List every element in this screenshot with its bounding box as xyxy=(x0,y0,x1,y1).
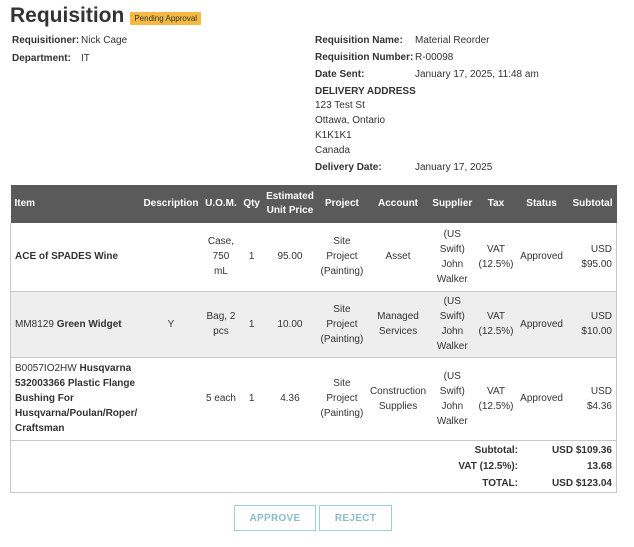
project-cell: Site Project (Painting) xyxy=(316,223,367,292)
item-name: Husqvarna 532003366 Plastic Flange Bushi… xyxy=(15,363,138,434)
requisition-name-value: Material Reorder xyxy=(415,35,490,46)
column-header-item: Item xyxy=(10,185,141,223)
subtotal-cell: USD $4.36 xyxy=(566,357,617,441)
vat-row: VAT (12.5%): 13.68 xyxy=(11,459,616,474)
address-line: Canada xyxy=(315,145,351,156)
status-cell: Approved xyxy=(516,357,567,441)
tax-cell: VAT (12.5%) xyxy=(475,291,517,358)
uom-cell: Bag, 2 pcs xyxy=(201,291,241,358)
supplier-cell: (US Swift) John Walker xyxy=(429,223,476,292)
requisition-number-label: Requisition Number: xyxy=(315,52,414,63)
uom-cell: 5 each xyxy=(201,357,241,441)
vat-label: VAT (12.5%): xyxy=(458,461,518,472)
description-cell xyxy=(140,357,202,441)
column-header-supplier: Supplier xyxy=(429,185,476,223)
column-header-status: Status xyxy=(516,185,567,223)
department-label: Department: xyxy=(12,53,71,64)
item-name: ACE of SPADES Wine xyxy=(15,251,119,263)
table-row: B0057IO2HW Husqvarna 532003366 Plastic F… xyxy=(10,357,617,441)
requisition-info-left: Requisitioner: Nick Cage Department: IT xyxy=(12,35,127,71)
status-cell: Approved xyxy=(516,223,567,292)
column-header-subtotal: Subtotal xyxy=(566,185,617,223)
date-sent-value: January 17, 2025, 11:48 am xyxy=(415,69,539,80)
subtotal-cell: USD $95.00 xyxy=(566,223,617,292)
unit-price-cell: 10.00 xyxy=(263,291,317,358)
table-row: MM8129 Green Widget Y Bag, 2 pcs 1 10.00… xyxy=(10,291,617,358)
delivery-date-row: Delivery Date: January 17, 2025 xyxy=(315,162,539,179)
item-cell: ACE of SPADES Wine xyxy=(10,223,141,292)
subtotal-cell: USD $10.00 xyxy=(566,291,617,358)
unit-price-header-line: Unit Price xyxy=(266,205,314,216)
requisitioner-row: Requisitioner: Nick Cage xyxy=(12,35,127,53)
unit-price-header-line: Estimated xyxy=(266,191,314,202)
subtotal-row: Subtotal: USD $109.36 xyxy=(11,443,616,458)
account-cell: Managed Services xyxy=(366,291,430,358)
subtotal-value: USD $109.36 xyxy=(551,445,612,456)
requisition-info-right: Requisition Name: Material Reorder Requis… xyxy=(315,35,539,179)
qty-cell: 1 xyxy=(240,291,264,358)
line-items-table: Item Description U.O.M. Qty Estimated Uni… xyxy=(10,185,617,441)
supplier-cell: (US Swift) John Walker xyxy=(429,357,476,441)
date-sent-row: Date Sent: January 17, 2025, 11:48 am xyxy=(315,69,539,86)
column-header-description: Description xyxy=(140,185,202,223)
delivery-address-title: DELIVERY ADDRESS xyxy=(315,86,416,97)
project-cell: Site Project (Painting) xyxy=(316,291,367,358)
subtotal-label: Subtotal: xyxy=(474,445,518,456)
qty-cell: 1 xyxy=(240,223,264,292)
reject-button[interactable]: REJECT xyxy=(319,505,392,531)
table-row: ACE of SPADES Wine Case, 750 mL 1 95.00 … xyxy=(10,223,617,292)
unit-price-cell: 4.36 xyxy=(263,357,317,441)
item-name: Green Widget xyxy=(56,318,122,330)
project-cell: Site Project (Painting) xyxy=(316,357,367,441)
tax-cell: VAT (12.5%) xyxy=(475,357,517,441)
requisition-number-row: Requisition Number: R-00098 xyxy=(315,52,539,69)
column-header-uom: U.O.M. xyxy=(201,185,241,223)
status-badge: Pending Approval xyxy=(130,12,202,25)
address-line: Ottawa, Ontario xyxy=(315,115,386,126)
total-label: TOTAL: xyxy=(482,478,518,489)
approve-button[interactable]: APPROVE xyxy=(234,505,316,531)
column-header-account: Account xyxy=(366,185,430,223)
qty-cell: 1 xyxy=(240,357,264,441)
description-cell: Y xyxy=(140,291,202,358)
item-code: B0057IO2HW xyxy=(15,363,77,374)
date-sent-label: Date Sent: xyxy=(315,69,365,80)
total-row: TOTAL: USD $123.04 xyxy=(11,476,616,491)
column-header-tax: Tax xyxy=(475,185,517,223)
department-row: Department: IT xyxy=(12,53,127,71)
column-header-project: Project xyxy=(316,185,367,223)
page-title: Requisition xyxy=(10,4,125,27)
tax-cell: VAT (12.5%) xyxy=(475,223,517,292)
unit-price-cell: 95.00 xyxy=(263,223,317,292)
account-cell: Construction Supplies xyxy=(366,357,430,441)
column-header-unit-price: Estimated Unit Price xyxy=(263,185,317,223)
vat-value: 13.68 xyxy=(586,461,612,472)
requisitioner-label: Requisitioner: xyxy=(12,35,80,46)
item-cell: MM8129 Green Widget xyxy=(10,291,141,358)
requisition-number-value: R-00098 xyxy=(415,52,454,63)
delivery-date-value: January 17, 2025 xyxy=(415,162,493,173)
uom-cell: Case, 750 mL xyxy=(201,223,241,292)
requisitioner-value: Nick Cage xyxy=(81,35,128,46)
department-value: IT xyxy=(81,53,90,64)
address-line: 123 Test St xyxy=(315,100,365,111)
totals-box: Subtotal: USD $109.36 VAT (12.5%): 13.68… xyxy=(10,441,617,493)
item-code: MM8129 xyxy=(15,318,54,330)
page-header: Requisition Pending Approval xyxy=(10,4,202,28)
item-cell: B0057IO2HW Husqvarna 532003366 Plastic F… xyxy=(10,357,141,441)
requisition-name-row: Requisition Name: Material Reorder xyxy=(315,35,539,52)
address-line: K1K1K1 xyxy=(315,130,352,141)
table-header-row: Item Description U.O.M. Qty Estimated Uni… xyxy=(10,185,617,223)
account-cell: Asset xyxy=(366,223,430,292)
delivery-date-label: Delivery Date: xyxy=(315,162,382,173)
total-value: USD $123.04 xyxy=(551,478,612,489)
supplier-cell: (US Swift) John Walker xyxy=(429,291,476,358)
status-cell: Approved xyxy=(516,291,567,358)
requisition-name-label: Requisition Name: xyxy=(315,35,403,46)
column-header-qty: Qty xyxy=(240,185,264,223)
description-cell xyxy=(140,223,202,292)
